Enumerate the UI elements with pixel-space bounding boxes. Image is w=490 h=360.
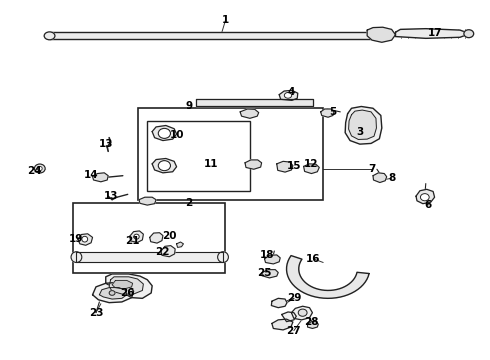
Polygon shape [152,158,176,173]
Polygon shape [282,312,296,321]
Polygon shape [279,90,298,100]
Polygon shape [245,160,262,169]
Polygon shape [76,252,223,262]
Polygon shape [265,255,280,264]
Text: 9: 9 [185,102,193,112]
Ellipse shape [109,291,115,295]
Bar [73,203,225,273]
Text: 29: 29 [287,293,301,303]
Bar [147,121,250,191]
Polygon shape [109,277,144,294]
Polygon shape [106,274,152,298]
Bar [138,108,323,200]
Polygon shape [292,306,313,320]
Ellipse shape [134,234,139,239]
Polygon shape [99,288,127,299]
Polygon shape [308,321,319,328]
Polygon shape [176,242,183,247]
Text: 13: 13 [98,139,113,149]
Polygon shape [262,270,278,278]
Text: 23: 23 [89,308,103,318]
Text: 15: 15 [287,161,301,171]
Polygon shape [93,282,134,303]
Polygon shape [150,233,163,243]
Polygon shape [272,319,293,330]
Text: 17: 17 [428,28,443,38]
Polygon shape [287,256,369,298]
Polygon shape [196,99,314,107]
Polygon shape [93,173,108,182]
Ellipse shape [37,166,42,171]
Text: 6: 6 [425,200,432,210]
Text: 14: 14 [84,170,98,180]
Text: 7: 7 [368,164,376,174]
Ellipse shape [71,252,82,262]
Polygon shape [139,197,156,205]
Text: 11: 11 [203,159,218,169]
Text: 5: 5 [329,107,337,117]
Ellipse shape [44,32,55,40]
Polygon shape [321,109,334,117]
Text: 18: 18 [260,250,274,260]
Polygon shape [240,109,259,118]
Polygon shape [345,107,382,144]
Polygon shape [304,164,319,174]
Text: 24: 24 [27,166,42,176]
Text: 22: 22 [155,247,169,257]
Text: 1: 1 [222,15,229,26]
Polygon shape [161,246,175,257]
Text: 25: 25 [257,268,272,278]
Polygon shape [395,29,470,39]
Polygon shape [373,173,387,183]
Polygon shape [78,234,93,245]
Ellipse shape [34,164,45,173]
Ellipse shape [158,129,171,138]
Text: 4: 4 [288,87,295,97]
Text: 16: 16 [306,254,320,264]
Text: 2: 2 [185,198,193,208]
Text: 13: 13 [103,191,118,201]
Ellipse shape [298,309,307,316]
Text: 19: 19 [69,234,84,244]
Text: 20: 20 [162,231,176,240]
Polygon shape [416,189,435,204]
Ellipse shape [284,93,292,98]
Text: 26: 26 [121,288,135,298]
Text: 28: 28 [304,317,318,327]
Text: 8: 8 [388,173,395,183]
Ellipse shape [158,161,171,171]
Polygon shape [49,32,372,40]
Text: 3: 3 [356,127,364,136]
Polygon shape [348,110,376,139]
Polygon shape [367,27,395,42]
Ellipse shape [82,236,88,242]
Text: 27: 27 [287,325,301,336]
Polygon shape [152,126,176,140]
Ellipse shape [218,252,228,262]
Polygon shape [271,298,287,308]
Text: 21: 21 [125,236,140,246]
Ellipse shape [420,194,429,201]
Polygon shape [277,161,293,172]
Polygon shape [112,280,133,289]
Polygon shape [130,231,144,242]
Ellipse shape [464,30,474,38]
Text: 12: 12 [304,159,318,169]
Text: 10: 10 [170,130,184,140]
